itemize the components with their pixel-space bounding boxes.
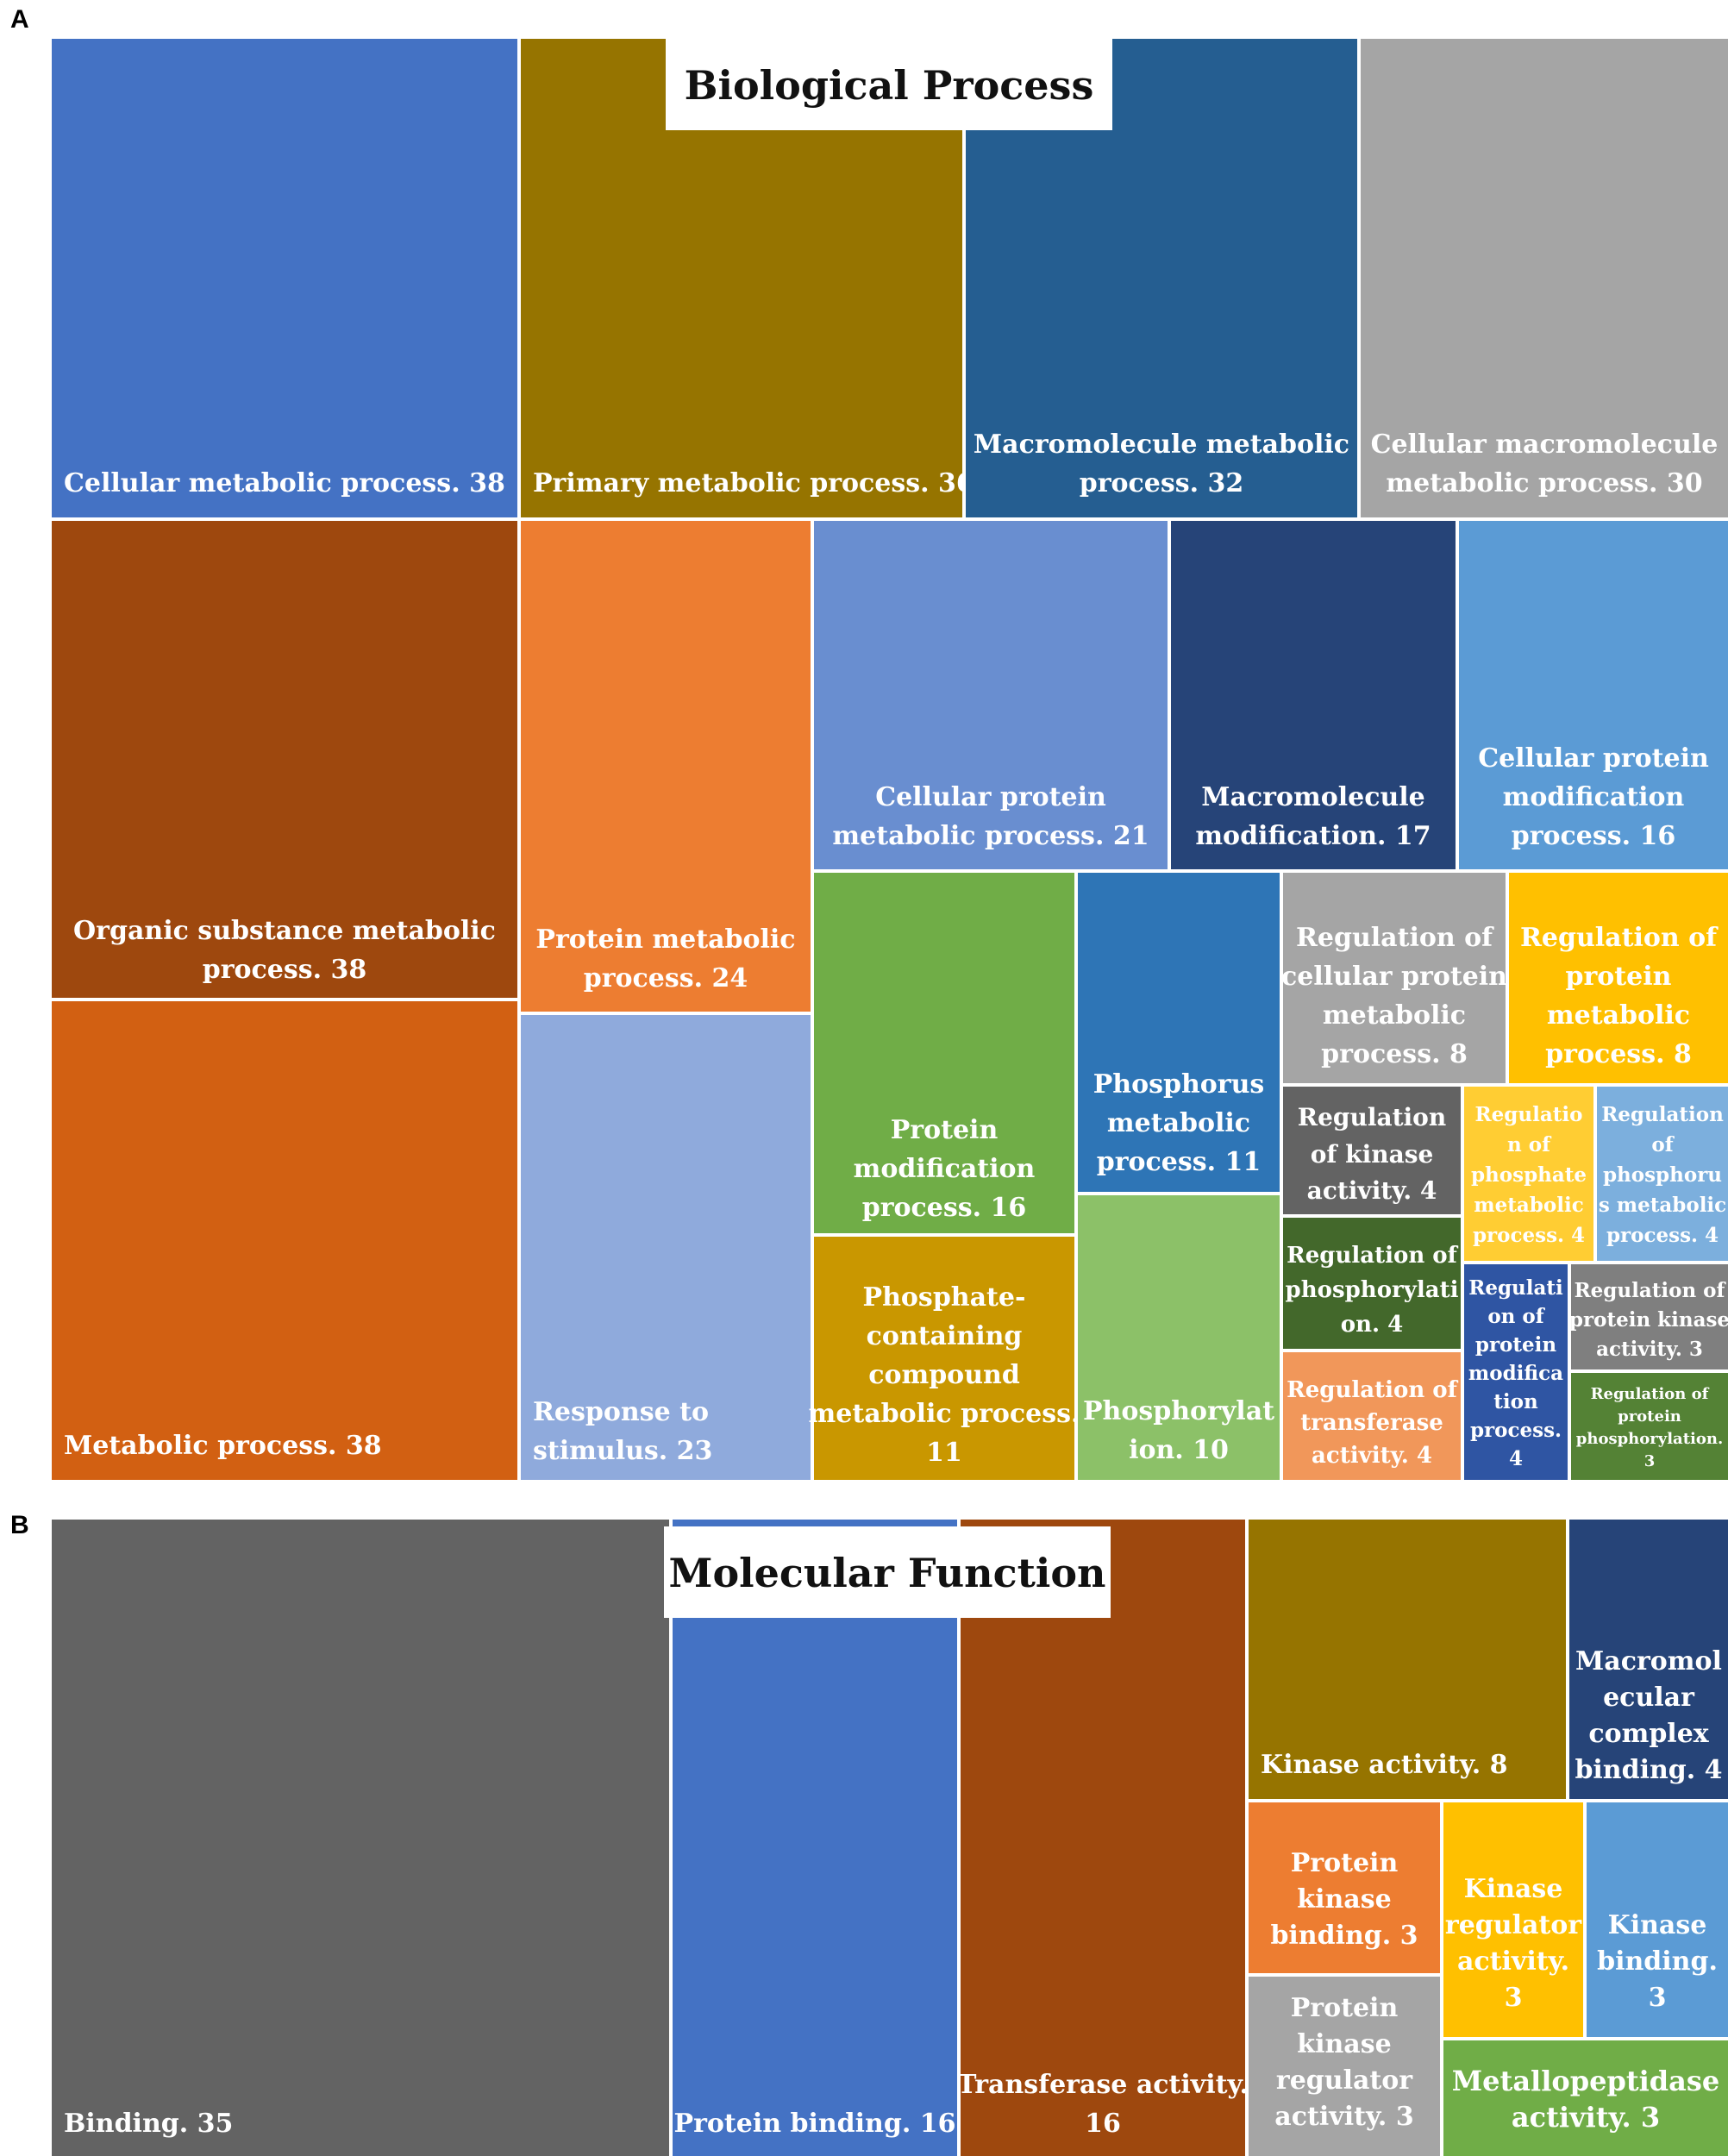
treemap-label-metallopeptidase-activity-3: Metallopeptidase activity. 3 xyxy=(1452,2065,1719,2134)
treemap-label-protein-kinase-binding-3: Protein kinase binding. 3 xyxy=(1270,1848,1418,1951)
treemap-cell-protein-metabolic-process-24 xyxy=(521,521,811,1012)
treemap-label-kinase-regulator-activity-3: Kinase regulator activity. 3 xyxy=(1445,1874,1582,2013)
treemap-molecular-function: Binding. 35 Protein binding. 16Transferas… xyxy=(52,1520,1728,2156)
treemap-label-response-to-stimulus-23: Response to stimulus. 23 xyxy=(533,1397,712,1466)
treemap-cell-protein-kinase-binding-3 xyxy=(1249,1802,1440,1973)
treemap-cell-kinase-binding-3 xyxy=(1587,1802,1728,2037)
treemap-label-protein-kinase-regulator-activity-3: Protein kinase regulator activity. 3 xyxy=(1274,1993,1413,2132)
treemap-label-macromolecule-modification-17: Macromolecule modification. 17 xyxy=(1195,782,1431,851)
treemap-cell-protein-binding-16 xyxy=(673,1520,957,2156)
treemap-cell-regulation-of-protein-kinase-activity-3 xyxy=(1571,1264,1728,1369)
treemap-cell-metabolic-process-38 xyxy=(52,1001,517,1480)
treemap-cell-regulation-of-protein-phosphorylation-3 xyxy=(1571,1373,1728,1480)
treemap-label-kinase-activity-8: Kinase activity. 8 xyxy=(1261,1750,1508,1780)
treemap-label-regulation-of-phosphorus-metabolic-process-4: Regulation of phosphoru s metabolic process.… xyxy=(1599,1103,1726,1247)
treemap-label-regulation-of-protein-metabolic-process-8: Regulation of protein metabolic process. 8 xyxy=(1520,923,1719,1069)
treemap-label-kinase-binding-3: Kinase binding. 3 xyxy=(1597,1910,1718,2013)
treemap-cell-transferase-activity-16 xyxy=(961,1520,1245,2156)
treemap-label-protein-binding-16: Protein binding. 16 xyxy=(674,2109,956,2139)
treemap-label-transferase-activity-16: Transferase activity. 16 xyxy=(957,2070,1249,2139)
treemap-label-regulation-of-phosphorylation-4: Regulation of phosphorylati on. 4 xyxy=(1286,1243,1459,1338)
chart-title: Molecular Function xyxy=(669,1550,1106,1596)
panel-label-a: A xyxy=(10,5,29,34)
treemap-cell-protein-modification-process-16 xyxy=(814,873,1074,1233)
treemap-label-primary-metabolic-process-36: Primary metabolic process. 36 xyxy=(533,468,974,498)
treemap-cell-binding-35 xyxy=(52,1520,669,2156)
treemap-cell-kinase-activity-8 xyxy=(1249,1520,1566,1799)
treemap-cell-regulation-of-phosphorus-metabolic-process-4 xyxy=(1597,1087,1728,1261)
treemap-label-regulation-of-cellular-protein-metabolic-process-8: Regulation of cellular protein metabolic pr… xyxy=(1281,923,1507,1069)
treemap-cell-phosphorus-metabolic-process-11 xyxy=(1078,873,1280,1192)
treemap-cell-regulation-of-protein-metabolic-process-8 xyxy=(1509,873,1728,1083)
chart-title: Biological Process xyxy=(685,62,1094,109)
treemap-label-regulation-of-protein-kinase-activity-3: Regulation of protein kinase activity. 3 xyxy=(1569,1279,1728,1361)
treemap-label-macromolecule-metabolic-process-32: Macromolecule metabolic process. 32 xyxy=(974,429,1349,498)
treemap-cell-response-to-stimulus-23 xyxy=(521,1015,811,1480)
treemap-label-regulation-of-transferase-activity-4: Regulation of transferase activity. 4 xyxy=(1287,1377,1458,1469)
treemap-label-regulation-of-protein-phosphorylation-3: Regulation of protein phosphorylation. 3 xyxy=(1576,1385,1723,1470)
treemap-label-phosphorus-metabolic-process-11: Phosphorus metabolic process. 11 xyxy=(1093,1069,1265,1177)
treemap-label-macromolecular-complex-binding-4: Macromol ecular complex binding. 4 xyxy=(1575,1646,1722,1785)
treemap-cell-cellular-protein-metabolic-process-21 xyxy=(814,521,1168,869)
treemap-label-protein-modification-process-16: Protein modification process. 16 xyxy=(854,1115,1036,1223)
treemap-cell-metallopeptidase-activity-3 xyxy=(1443,2040,1728,2156)
treemap-label-phosphorylation-10: Phosphorylat ion. 10 xyxy=(1083,1396,1274,1465)
treemap-label-cellular-macromolecule-metabolic-process-30: Cellular macromolecule metabolic process.… xyxy=(1371,429,1719,498)
treemap-cell-cellular-protein-modification-process-16 xyxy=(1459,521,1728,869)
treemap-label-protein-metabolic-process-24: Protein metabolic process. 24 xyxy=(535,924,795,993)
treemap-label-binding-35: Binding. 35 xyxy=(64,2109,233,2139)
treemap-cell-organic-substance-metabolic-process-38 xyxy=(52,521,517,998)
treemap-label-metabolic-process-38: Metabolic process. 38 xyxy=(64,1431,382,1461)
treemap-biological-process: Cellular metabolic process. 38 Primary me… xyxy=(52,39,1728,1480)
treemap-cell-macromolecule-modification-17 xyxy=(1171,521,1456,869)
treemap-label-regulation-of-phosphate-metabolic-process-4: Regulatio n of phosphate metabolic process. … xyxy=(1471,1103,1587,1247)
treemap-label-cellular-protein-modification-process-16: Cellular protein modification process. 16 xyxy=(1478,743,1709,851)
panel-label-b: B xyxy=(10,1511,29,1539)
treemap-cell-cellular-metabolic-process-38 xyxy=(52,39,517,517)
treemap-cell-regulation-of-kinase-activity-4 xyxy=(1283,1087,1461,1214)
treemap-label-regulation-of-protein-modification-process-4: Regulati on of protein modifica tion process.… xyxy=(1468,1276,1563,1470)
treemap-label-regulation-of-kinase-activity-4: Regulation of kinase activity. 4 xyxy=(1298,1103,1446,1205)
chart-title-box xyxy=(664,1526,1111,1618)
treemap-cell-kinase-regulator-activity-3 xyxy=(1443,1802,1583,2037)
treemap-label-organic-substance-metabolic-process-38: Organic substance metabolic process. 38 xyxy=(73,916,496,985)
treemap-cell-regulation-of-phosphate-metabolic-process-4 xyxy=(1464,1087,1593,1261)
treemap-cell-cellular-macromolecule-metabolic-process-30 xyxy=(1361,39,1728,517)
treemap-cell-phosphate-containing-compound-metabolic-process-11 xyxy=(814,1237,1074,1480)
treemap-cell-regulation-of-phosphorylation-4 xyxy=(1283,1218,1461,1349)
treemap-cell-regulation-of-transferase-activity-4 xyxy=(1283,1352,1461,1480)
treemap-cell-regulation-of-cellular-protein-metabolic-process-8 xyxy=(1283,873,1506,1083)
treemap-label-phosphate-containing-compound-metabolic-process-11: Phosphate-containing compound metabolic pr… xyxy=(809,1282,1080,1468)
treemap-cell-phosphorylation-10 xyxy=(1078,1195,1280,1480)
chart-title-box xyxy=(666,39,1112,130)
treemap-cell-regulation-of-protein-modification-process-4 xyxy=(1464,1264,1568,1480)
treemap-cell-macromolecular-complex-binding-4 xyxy=(1569,1520,1728,1799)
treemap-label-cellular-protein-metabolic-process-21: Cellular protein metabolic process. 21 xyxy=(832,782,1149,851)
treemap-label-cellular-metabolic-process-38: Cellular metabolic process. 38 xyxy=(64,468,505,498)
treemap-cell-protein-kinase-regulator-activity-3 xyxy=(1249,1977,1440,2156)
